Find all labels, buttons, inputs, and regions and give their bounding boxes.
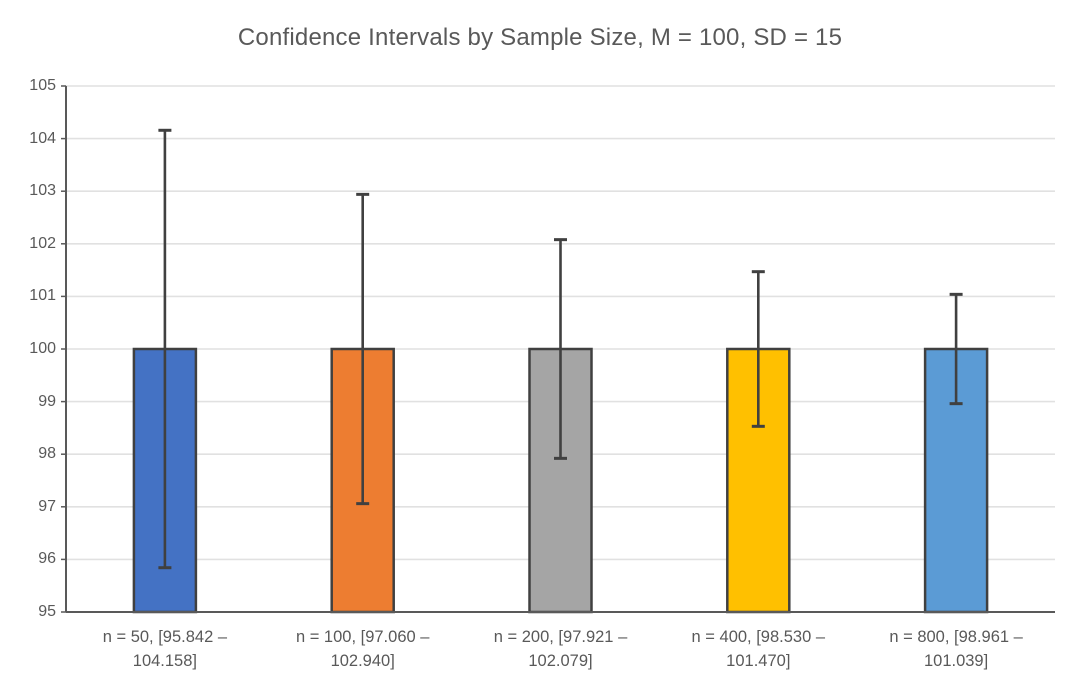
y-axis-label: 95 <box>38 603 56 620</box>
y-axis-label: 101 <box>29 287 56 305</box>
y-axis-label: 100 <box>29 340 56 357</box>
y-axis-label: 102 <box>29 234 56 252</box>
x-axis-label: n = 400, [98.530 – 101.470] <box>691 628 826 670</box>
x-axis-label: n = 50, [95.842 – 104.158] <box>102 628 228 670</box>
y-axis-label: 103 <box>29 182 56 200</box>
y-axis-label: 96 <box>38 550 56 568</box>
y-axis-label: 97 <box>38 497 56 515</box>
x-axis-label: n = 800, [98.961 – 101.039] <box>889 628 1023 670</box>
y-axis-label: 98 <box>38 445 56 463</box>
y-axis-label: 105 <box>29 77 56 94</box>
x-axis-label: n = 100, [97.060 – 102.940] <box>295 628 430 670</box>
y-axis-label: 104 <box>29 129 56 147</box>
chart-title: Confidence Intervals by Sample Size, M =… <box>237 24 843 51</box>
x-axis-label: n = 200, [97.921 – 102.079] <box>493 628 628 670</box>
y-axis-label: 99 <box>38 392 56 410</box>
